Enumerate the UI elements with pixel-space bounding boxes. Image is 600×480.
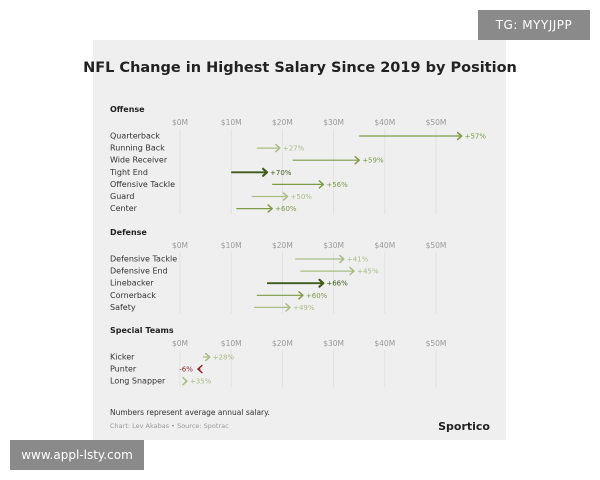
row-label: Kicker — [110, 353, 135, 362]
change-arrow-head — [318, 278, 325, 288]
chart-row: Defensive End +45% — [110, 267, 379, 276]
change-arrow-head — [204, 352, 211, 362]
row-label: Running Back — [110, 144, 165, 153]
footer-note: Numbers represent average annual salary. — [110, 408, 270, 417]
tick-label: $40M — [374, 118, 395, 127]
chart-card — [93, 40, 506, 440]
chart-row: Linebacker +66% — [110, 278, 348, 288]
change-arrow-head — [275, 143, 281, 153]
chart-row: Tight End +70% — [109, 167, 292, 177]
row-label: Defensive Tackle — [110, 255, 177, 264]
change-percent-label: -6% — [179, 366, 193, 374]
tick-label: $30M — [323, 339, 344, 348]
change-arrow-head — [339, 254, 345, 264]
tick-label: $30M — [323, 241, 344, 250]
change-arrow-head — [261, 167, 269, 177]
change-arrow-head — [354, 155, 360, 165]
change-percent-label: +57% — [465, 133, 487, 141]
tick-label: $0M — [172, 339, 188, 348]
row-label: Cornerback — [110, 291, 156, 300]
change-arrow-head — [298, 291, 304, 300]
tick-label: $40M — [374, 339, 395, 348]
tick-label: $10M — [221, 118, 242, 127]
chart-title: NFL Change in Highest Salary Since 2019 … — [83, 60, 517, 76]
chart-row: Safety +49% — [110, 303, 315, 312]
chart-row: Defensive Tackle +41% — [110, 255, 369, 264]
watermark-bottom: www.appl-lsty.com — [10, 440, 144, 470]
tick-label: $20M — [272, 118, 293, 127]
row-label: Linebacker — [110, 279, 154, 288]
change-percent-label: +49% — [293, 304, 315, 312]
brand-logo: Sportico — [438, 420, 490, 433]
change-percent-label: +70% — [270, 169, 292, 177]
section-heading: Defense — [110, 228, 147, 237]
row-label: Long Snapper — [110, 377, 166, 386]
change-percent-label: +35% — [190, 378, 212, 386]
chart-row: Kicker +28% — [110, 353, 234, 362]
change-percent-label: +27% — [283, 145, 305, 153]
change-percent-label: +66% — [326, 280, 348, 288]
change-arrow-head — [318, 180, 325, 189]
row-label: Wide Receiver — [110, 156, 168, 165]
chart-groups: Offense $0M $10M $20M $30M $40M $50M Quarterbac… — [109, 105, 486, 388]
row-label: Quarterback — [110, 132, 160, 141]
change-arrow-head — [285, 303, 291, 312]
chart-row: Cornerback +60% — [110, 291, 328, 300]
change-percent-label: +45% — [357, 268, 379, 276]
chart-row: Wide Receiver +59% — [110, 156, 384, 165]
chart-row: Punter -6% — [110, 364, 203, 374]
row-label: Center — [110, 204, 138, 213]
tick-label: $0M — [172, 241, 188, 250]
change-percent-label: +28% — [213, 354, 235, 362]
tick-label: $20M — [272, 339, 293, 348]
tick-label: $50M — [426, 241, 447, 250]
tick-label: $20M — [272, 241, 293, 250]
row-label: Defensive End — [110, 267, 168, 276]
group-defense: Defense $0M $10M $20M $30M $40M $50M Defensive … — [110, 228, 447, 314]
footer-credit: Chart: Lev Akabas • Source: Spotrac — [110, 422, 229, 430]
change-percent-label: +60% — [275, 205, 297, 213]
change-percent-label: +60% — [306, 292, 328, 300]
tick-label: $10M — [221, 241, 242, 250]
row-label: Offensive Tackle — [110, 180, 175, 189]
row-label: Punter — [110, 365, 137, 374]
group-offense: Offense $0M $10M $20M $30M $40M $50M Quarterbac… — [109, 105, 486, 215]
chart-row: Quarterback +57% — [110, 132, 486, 141]
change-arrow-head — [182, 376, 188, 386]
chart-row: Offensive Tackle +56% — [110, 180, 348, 189]
row-label: Safety — [110, 303, 136, 312]
change-arrow-head — [197, 364, 203, 374]
tick-label: $30M — [323, 118, 344, 127]
change-percent-label: +50% — [291, 193, 313, 201]
chart-row: Running Back +27% — [110, 144, 305, 153]
chart-row: Guard +50% — [110, 192, 312, 201]
tick-label: $50M — [426, 339, 447, 348]
change-percent-label: +59% — [362, 157, 384, 165]
change-percent-label: +56% — [326, 181, 348, 189]
row-label: Guard — [110, 192, 134, 201]
section-heading: Special Teams — [110, 326, 174, 335]
change-arrow-head — [349, 266, 355, 276]
chart-row: Long Snapper +35% — [110, 377, 212, 386]
tick-label: $40M — [374, 241, 395, 250]
row-label: Tight End — [109, 168, 148, 177]
change-percent-label: +41% — [347, 256, 369, 264]
change-arrow-head — [267, 204, 273, 213]
section-heading: Offense — [110, 105, 145, 114]
tick-label: $0M — [172, 118, 188, 127]
change-arrow-head — [456, 131, 463, 141]
tick-label: $50M — [426, 118, 447, 127]
group-special-teams: Special Teams $0M $10M $20M $30M $40M $50M Kick… — [110, 326, 447, 388]
tick-label: $10M — [221, 339, 242, 348]
chart-row: Center +60% — [110, 204, 297, 213]
change-arrow-head — [282, 192, 289, 201]
watermark-top: TG: MYYJJPP — [478, 10, 590, 40]
